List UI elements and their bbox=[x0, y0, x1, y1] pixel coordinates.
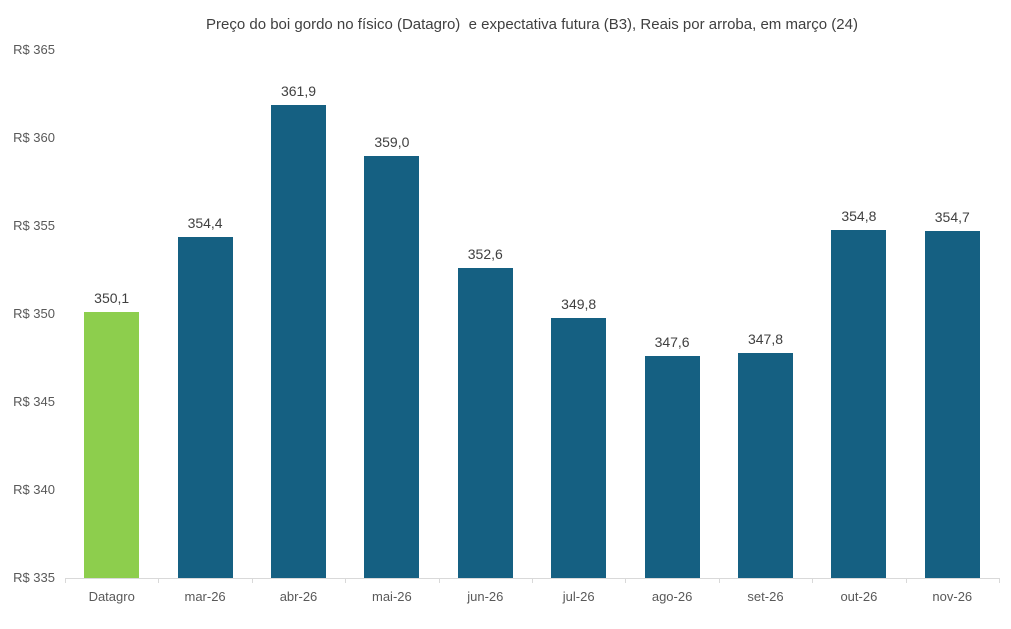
x-axis-tick bbox=[438, 578, 440, 583]
data-label: 349,8 bbox=[561, 295, 597, 312]
data-label: 350,1 bbox=[94, 290, 130, 307]
x-axis-tick bbox=[718, 578, 720, 583]
y-tick-label: R$ 350 bbox=[13, 306, 55, 321]
x-tick-label: mai-26 bbox=[372, 589, 412, 604]
x-tick-label: mar-26 bbox=[184, 589, 226, 604]
x-tick-label: jul-26 bbox=[562, 589, 595, 604]
data-label: 359,0 bbox=[374, 133, 410, 150]
x-axis-tick bbox=[999, 578, 1000, 583]
bar-set-26 bbox=[738, 352, 793, 578]
bar-mar-26 bbox=[177, 236, 233, 578]
data-label: 354,7 bbox=[934, 209, 970, 226]
bar-ago-26 bbox=[644, 356, 700, 578]
data-label: 354,8 bbox=[841, 207, 877, 224]
bar-Datagro bbox=[84, 312, 140, 578]
x-tick-label: set-26 bbox=[747, 589, 784, 604]
x-tick-label: nov-26 bbox=[932, 589, 973, 604]
data-label: 347,6 bbox=[654, 334, 690, 351]
x-axis-tick bbox=[905, 578, 907, 583]
bar-mai-26 bbox=[364, 155, 420, 578]
y-tick-label: R$ 340 bbox=[13, 482, 55, 497]
x-axis-tick bbox=[532, 578, 533, 583]
x-axis-tick bbox=[158, 578, 160, 583]
bar-nov-26 bbox=[924, 231, 980, 578]
bar-out-26 bbox=[831, 229, 887, 578]
data-label: 347,8 bbox=[747, 330, 784, 347]
data-label: 354,4 bbox=[187, 214, 223, 231]
x-axis-tick bbox=[345, 578, 347, 583]
x-axis-tick bbox=[625, 578, 627, 583]
y-tick-label: R$ 355 bbox=[13, 218, 55, 233]
x-tick-label: jun-26 bbox=[467, 589, 504, 604]
x-tick-label: out-26 bbox=[840, 589, 878, 604]
x-axis-tick bbox=[251, 578, 253, 583]
y-tick-label: R$ 360 bbox=[13, 130, 55, 145]
bar-jun-26 bbox=[457, 268, 513, 578]
x-tick-label: Datagro bbox=[88, 589, 135, 604]
y-tick-label: R$ 345 bbox=[13, 394, 55, 409]
x-tick-label: ago-26 bbox=[651, 589, 693, 604]
x-axis-tick bbox=[812, 578, 814, 583]
bar-abr-26 bbox=[271, 104, 326, 578]
chart-title: Preço do boi gordo no físico (Datagro) e… bbox=[206, 16, 858, 33]
y-tick-label: R$ 365 bbox=[13, 42, 55, 57]
x-axis-tick bbox=[65, 578, 66, 583]
data-label: 361,9 bbox=[280, 82, 317, 99]
x-tick-label: abr-26 bbox=[279, 589, 318, 604]
data-label: 352,6 bbox=[467, 246, 503, 263]
bar-jul-26 bbox=[551, 317, 607, 578]
y-tick-label: R$ 335 bbox=[13, 570, 55, 585]
